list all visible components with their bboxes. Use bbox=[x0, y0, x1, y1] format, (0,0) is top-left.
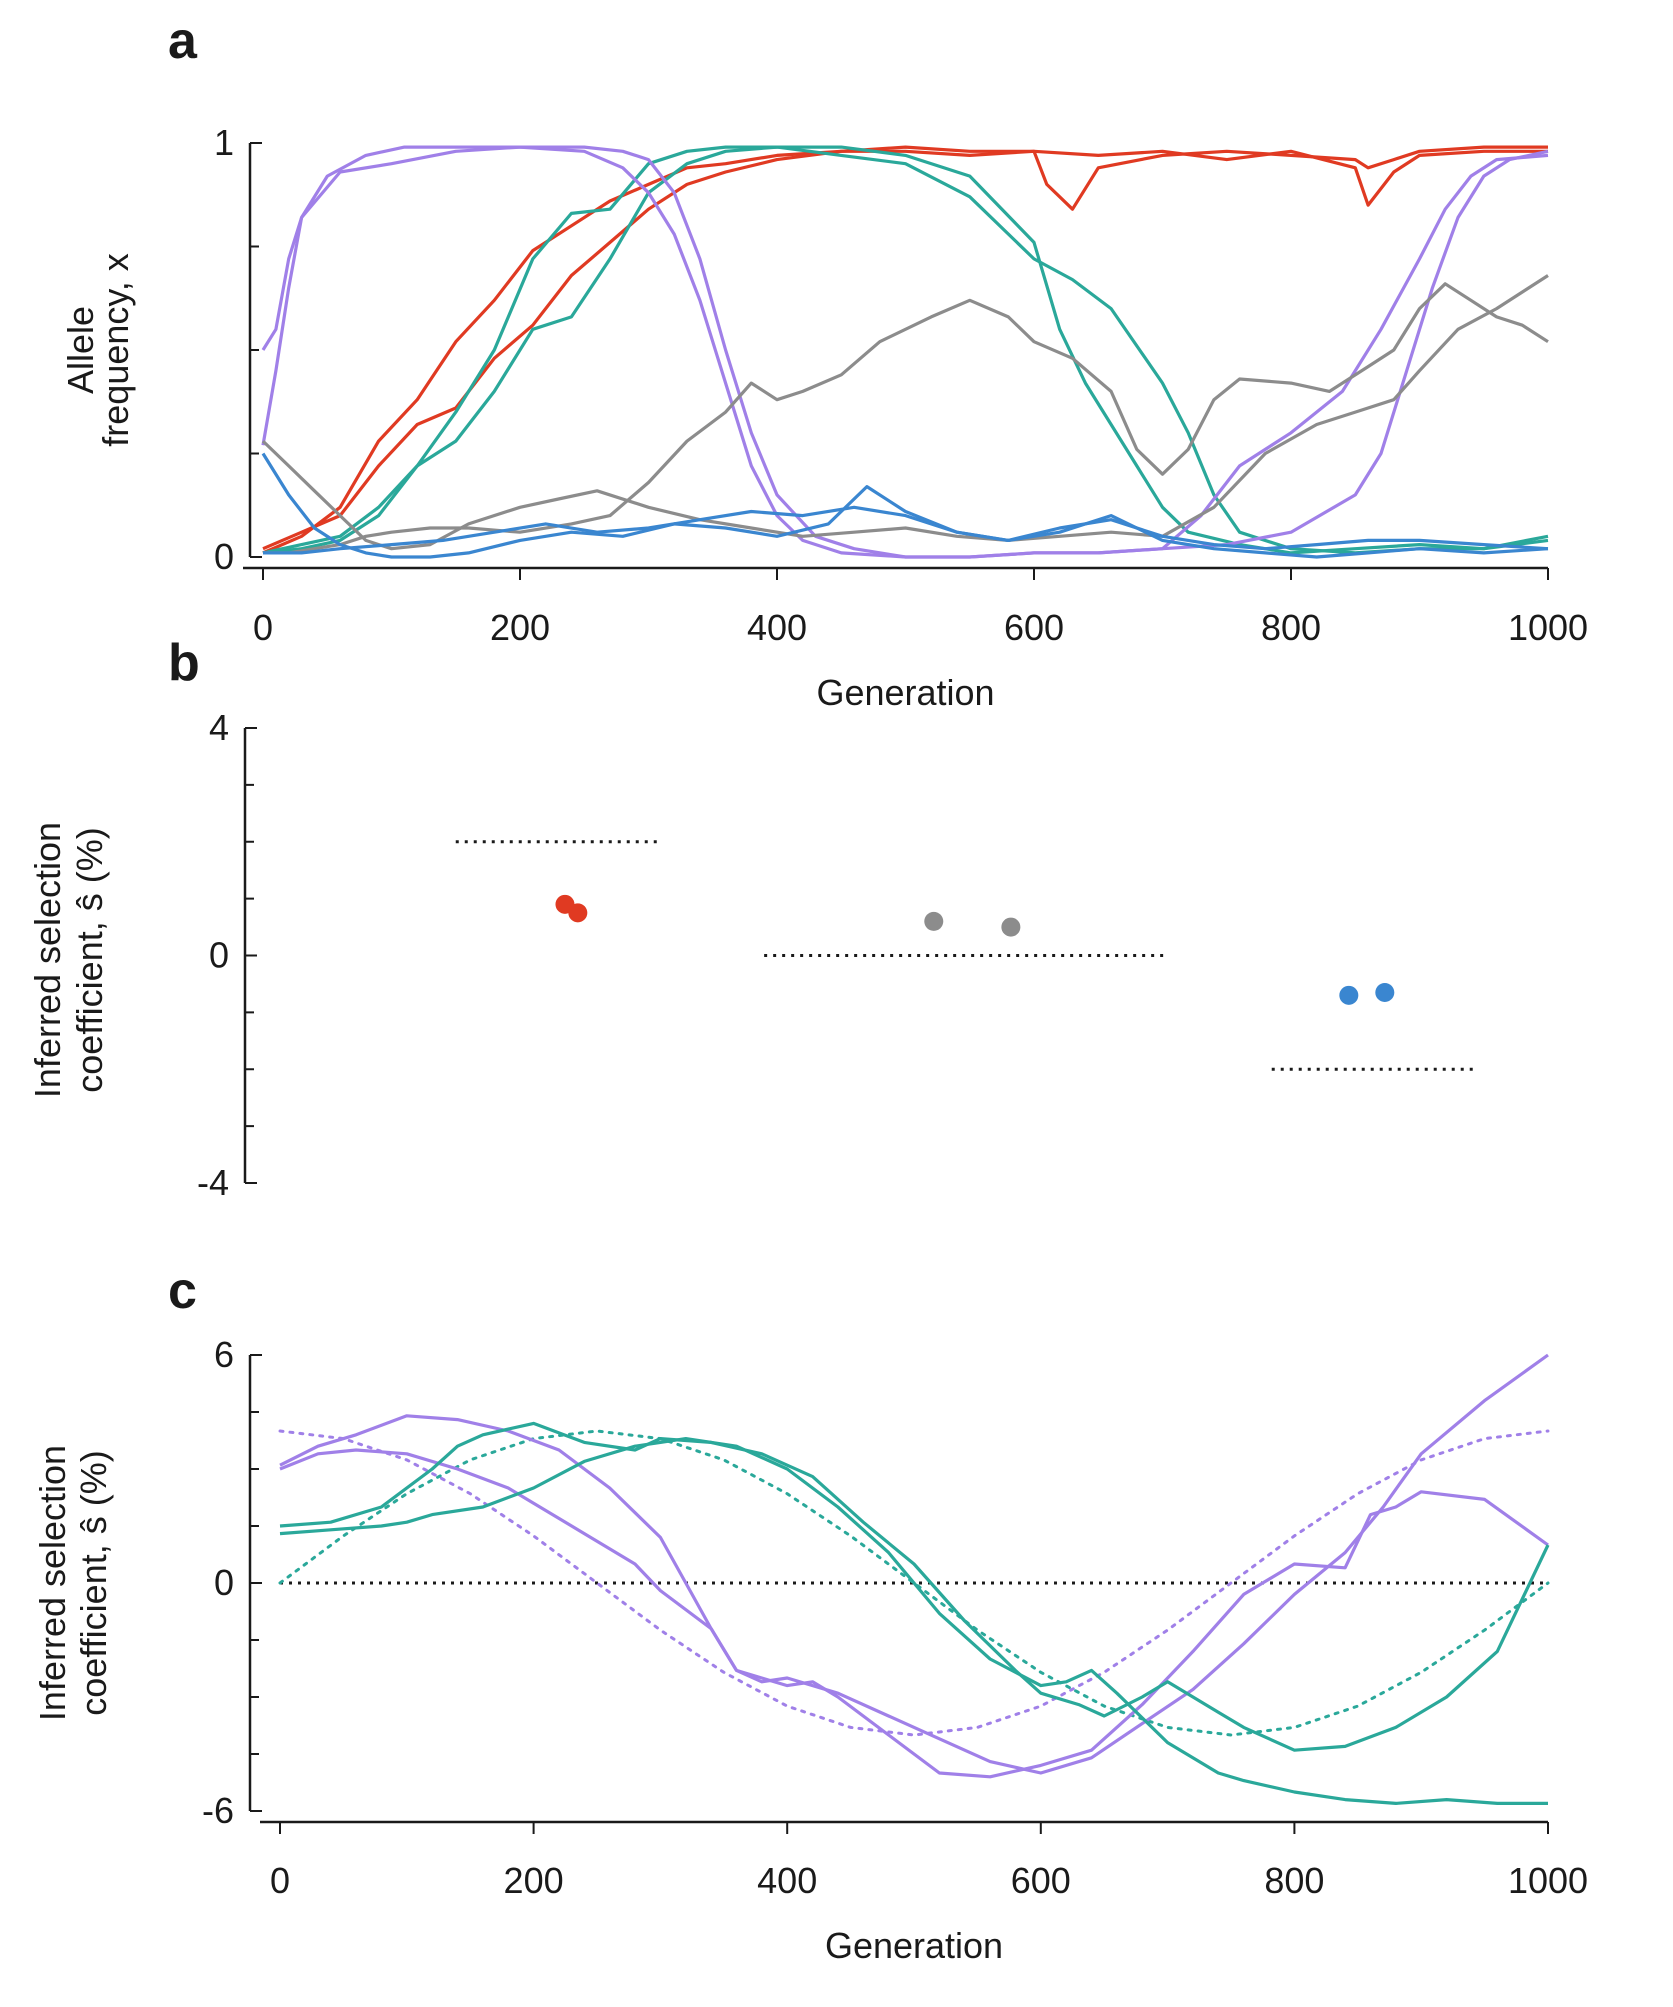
x-tick-label-c: 1000 bbox=[1508, 1860, 1588, 1901]
x-tick-label-a: 400 bbox=[747, 607, 807, 648]
panel-letter-a: a bbox=[168, 12, 198, 70]
frequency-trajectory-gray-7 bbox=[261, 274, 1549, 551]
frequency-trajectory-red-1 bbox=[262, 145, 1548, 551]
inferred-point-gray bbox=[924, 911, 944, 931]
inferred-point-blue bbox=[1375, 982, 1395, 1002]
x-axis-title-a: Generation bbox=[816, 672, 994, 713]
y-tick-label-a: 1 bbox=[214, 122, 234, 163]
inferred-selection-trajectory-purple-1 bbox=[279, 1448, 1549, 1779]
y-tick-label-b: -4 bbox=[197, 1162, 229, 1203]
x-tick-label-c: 0 bbox=[270, 1860, 290, 1901]
x-tick-label-c: 600 bbox=[1011, 1860, 1071, 1901]
x-tick-label-a: 1000 bbox=[1508, 607, 1588, 648]
inferred-point-gray bbox=[1001, 917, 1021, 937]
x-tick-label-a: 800 bbox=[1261, 607, 1321, 648]
y-tick-label-c: 0 bbox=[214, 1562, 234, 1603]
y-tick-label-a: 0 bbox=[214, 536, 234, 577]
panel-letter-b: b bbox=[168, 634, 200, 692]
y-axis-title-line-a: Allele bbox=[60, 306, 101, 394]
inferred-selection-trajectory-purple-0 bbox=[279, 1353, 1549, 1775]
x-tick-label-c: 400 bbox=[757, 1860, 817, 1901]
x-tick-label-a: 200 bbox=[490, 607, 550, 648]
panel-b-selection-scatter: b -4 0 4 Inferred selection coefficient, ŝ (%… bbox=[27, 634, 1478, 1203]
y-tick-label-b: 0 bbox=[209, 935, 229, 976]
x-tick-label-a: 0 bbox=[253, 607, 273, 648]
inferred-point-blue bbox=[1339, 985, 1359, 1005]
inferred-point-red bbox=[568, 903, 588, 923]
frequency-trajectory-blue-8 bbox=[261, 452, 1549, 559]
y-axis-title-line-c: Inferred selection bbox=[32, 1445, 73, 1721]
x-tick-label-c: 800 bbox=[1264, 1860, 1324, 1901]
y-axis-title-line-b: coefficient, ŝ (%) bbox=[69, 827, 110, 1092]
panel-letter-c: c bbox=[168, 1262, 197, 1320]
inferred-selection-trajectory-teal-3 bbox=[279, 1437, 1548, 1805]
frequency-trajectory-blue-9 bbox=[263, 505, 1549, 555]
true-selection-curve-teal bbox=[278, 1429, 1550, 1737]
x-axis-title-c: Generation bbox=[825, 1925, 1003, 1966]
frequency-trajectory-purple-5 bbox=[261, 145, 1549, 559]
y-tick-label-b: 4 bbox=[209, 707, 229, 748]
frequency-trajectory-purple-4 bbox=[261, 145, 1549, 559]
y-axis-title-line-b: Inferred selection bbox=[27, 822, 68, 1098]
y-axis-title-line-a: frequency, x bbox=[95, 253, 136, 446]
y-axis-title-line-c: coefficient, ŝ (%) bbox=[73, 1450, 114, 1715]
panel-c-selection-trajectories: c -6 0 6 Inferred selection coefficient, ŝ (%… bbox=[32, 1262, 1588, 1966]
x-tick-label-a: 600 bbox=[1004, 607, 1064, 648]
frequency-trajectory-gray-6 bbox=[263, 282, 1549, 555]
y-tick-label-c: -6 bbox=[202, 1790, 234, 1831]
inferred-selection-trajectory-teal-2 bbox=[279, 1421, 1550, 1752]
true-selection-curve-purple bbox=[278, 1429, 1550, 1737]
y-tick-label-c: 6 bbox=[214, 1334, 234, 1375]
x-tick-label-c: 200 bbox=[504, 1860, 564, 1901]
